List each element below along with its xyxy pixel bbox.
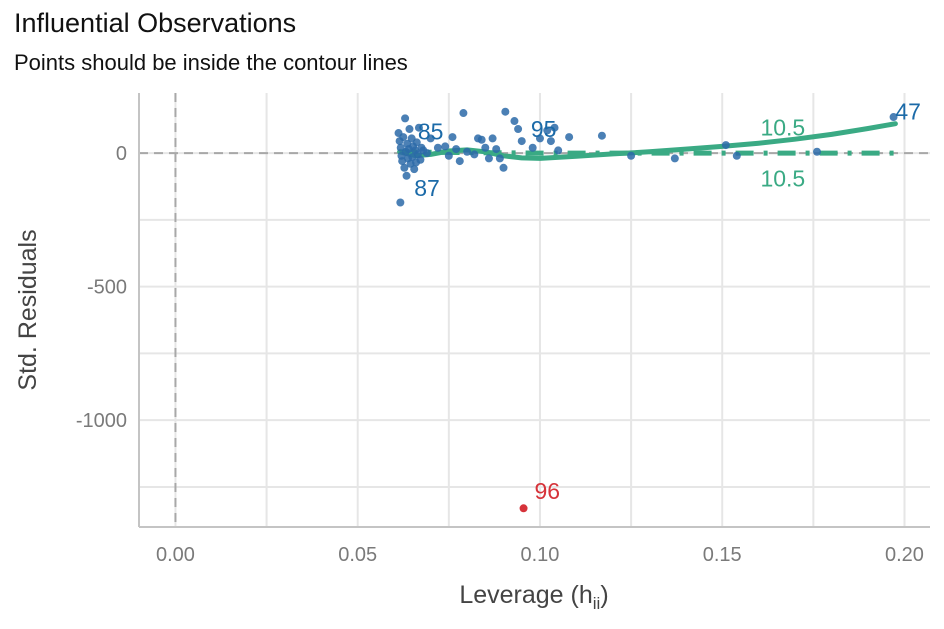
- data-point: [422, 149, 431, 158]
- point-label: 96: [535, 478, 561, 504]
- x-axis-title-subscript: ii: [593, 594, 601, 613]
- data-point: [670, 154, 679, 163]
- point-label: 0.5: [773, 115, 805, 141]
- data-point: [813, 147, 821, 156]
- data-point: [889, 113, 898, 122]
- chart-subtitle: Points should be inside the contour line…: [14, 50, 408, 75]
- point-label: 85: [418, 119, 444, 145]
- data-point: [416, 155, 425, 164]
- data-point: [412, 138, 421, 147]
- y-axis-title: Std. Residuals: [14, 229, 42, 390]
- x-tick-label: 0.15: [703, 544, 742, 566]
- data-point: [499, 163, 508, 172]
- data-point: [565, 133, 574, 142]
- data-point: [452, 145, 461, 154]
- data-point: [501, 107, 510, 116]
- data-point: [401, 114, 410, 123]
- data-point: [528, 143, 537, 152]
- x-axis-title: Leverage (hii): [459, 581, 608, 613]
- data-point: [732, 151, 741, 160]
- data-point: [405, 125, 414, 134]
- y-tick-labels: 0 -500 -1000: [76, 143, 127, 432]
- data-point: [484, 154, 493, 163]
- x-tick-label: 0.20: [885, 544, 924, 566]
- x-tick-label: 0.00: [156, 544, 195, 566]
- data-point: [426, 134, 435, 143]
- point-label: 1: [761, 165, 774, 191]
- outlier-point: [519, 504, 528, 513]
- grid-lines: [139, 93, 930, 527]
- data-point: [481, 143, 490, 152]
- point-label: 95: [531, 116, 557, 142]
- point-label: 47: [895, 99, 921, 125]
- data-point: [554, 146, 563, 155]
- data-point: [514, 125, 523, 134]
- data-point: [535, 134, 544, 143]
- data-point: [721, 141, 730, 150]
- data-point: [517, 137, 526, 146]
- x-tick-label: 0.05: [338, 544, 377, 566]
- data-point: [488, 134, 497, 143]
- y-tick-label: -500: [87, 277, 127, 299]
- data-point: [492, 145, 501, 154]
- point-label: 87: [414, 175, 440, 201]
- point-label: 1: [761, 115, 774, 141]
- y-tick-label: -1000: [76, 410, 127, 432]
- x-tick-label: 0.10: [520, 544, 559, 566]
- data-point: [463, 147, 472, 156]
- data-point: [550, 123, 559, 132]
- data-point: [543, 126, 552, 135]
- smooth-fit-line: [397, 121, 898, 161]
- data-point: [433, 143, 442, 152]
- data-point: [448, 133, 457, 142]
- data-point: [546, 137, 555, 146]
- data-point: [441, 142, 450, 151]
- x-tick-labels: 0.00 0.05 0.10 0.15 0.20: [156, 544, 924, 566]
- axes: [138, 93, 930, 528]
- point-label: 0.5: [773, 165, 805, 191]
- data-point: [402, 171, 411, 180]
- data-point: [597, 131, 606, 140]
- y-tick-label: 0: [116, 143, 127, 165]
- data-point: [410, 165, 419, 174]
- data-point: [399, 133, 408, 142]
- data-point: [455, 157, 464, 166]
- data-point: [459, 109, 468, 118]
- data-point: [396, 198, 405, 207]
- data-point: [414, 123, 423, 132]
- data-point: [470, 150, 479, 159]
- data-point: [510, 117, 519, 126]
- data-point: [495, 154, 504, 163]
- data-point: [444, 151, 453, 160]
- data-points: [394, 107, 898, 513]
- data-point: [400, 163, 409, 172]
- data-point: [627, 151, 636, 160]
- chart-title: Influential Observations: [14, 8, 297, 38]
- data-point: [477, 135, 486, 144]
